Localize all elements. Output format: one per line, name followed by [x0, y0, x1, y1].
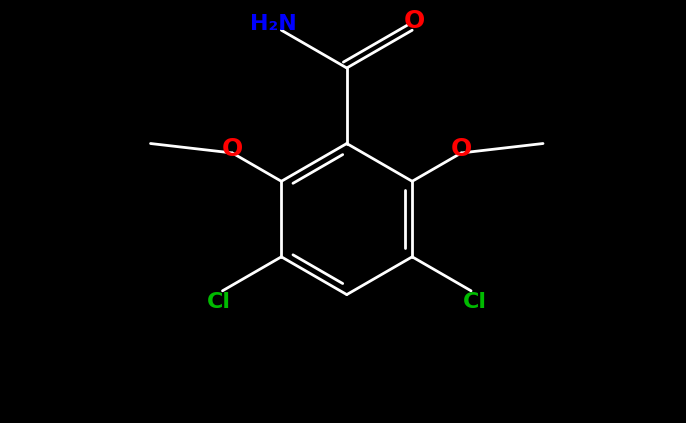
Text: O: O: [404, 9, 425, 33]
Text: Cl: Cl: [206, 292, 230, 312]
Text: O: O: [222, 137, 243, 161]
Text: Cl: Cl: [463, 292, 487, 312]
Text: H₂N: H₂N: [250, 14, 297, 34]
Text: O: O: [451, 137, 472, 161]
